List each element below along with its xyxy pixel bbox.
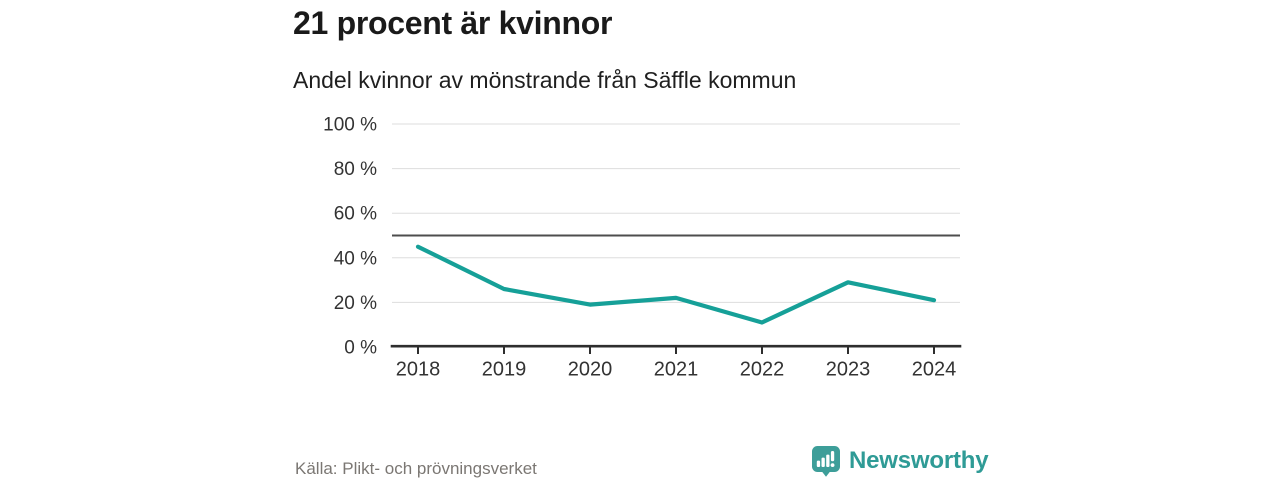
x-tick-label: 2024	[912, 359, 957, 381]
source-attribution: Källa: Plikt- och prövningsverket	[295, 459, 537, 478]
newsworthy-logo-text: Newsworthy	[849, 447, 989, 474]
y-tick-label: 40 %	[334, 248, 377, 269]
y-tick-label: 80 %	[334, 159, 377, 180]
x-tick-label: 2022	[740, 359, 785, 381]
chart-subtitle: Andel kvinnor av mönstrande från Säffle …	[293, 67, 797, 93]
y-tick-label: 20 %	[334, 293, 377, 314]
newsworthy-logo: Newsworthy	[812, 445, 989, 477]
x-tick-label: 2018	[396, 359, 441, 381]
newsworthy-bubble-chart-icon	[812, 445, 840, 477]
x-tick-label: 2020	[568, 359, 613, 381]
y-tick-label: 60 %	[334, 204, 377, 225]
x-tick-label: 2019	[482, 359, 527, 381]
y-tick-label: 0 %	[344, 338, 377, 359]
chart-title: 21 procent är kvinnor	[293, 5, 613, 41]
line-chart: 0 % 20 % 40 % 60 % 80 % 100 % 2018 2019 2020 2021…	[323, 115, 962, 381]
y-tick-label: 100 %	[323, 115, 377, 136]
x-tick-label: 2021	[654, 359, 699, 381]
data-line-andel-kvinnor	[415, 244, 937, 325]
x-tick-label: 2023	[826, 359, 871, 381]
